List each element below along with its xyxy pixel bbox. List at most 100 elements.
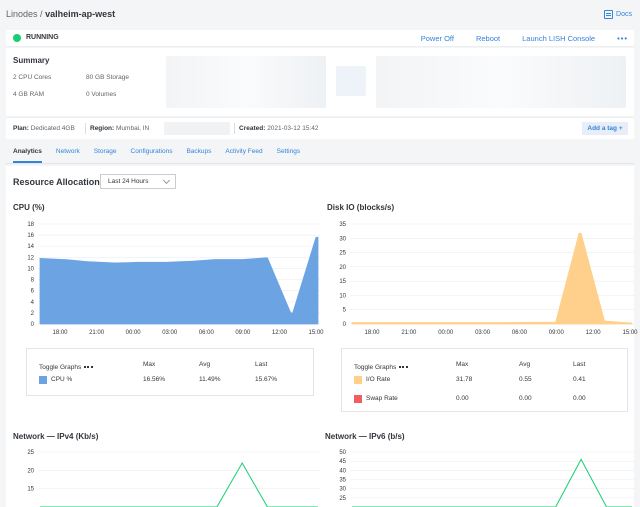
tab-storage[interactable]: Storage bbox=[93, 148, 117, 155]
last-header: Last bbox=[573, 361, 586, 368]
x-tick-label: 18:00 bbox=[52, 330, 68, 336]
io-rate-max: 31.78 bbox=[456, 376, 473, 383]
io-rate-last: 0.41 bbox=[573, 376, 586, 383]
meta-bar: Plan: Dedicated 4GB Region: Mumbai, IN C… bbox=[6, 117, 634, 139]
y-tick-label: 6 bbox=[31, 289, 35, 295]
y-tick-label: 2 bbox=[31, 311, 35, 317]
series-area bbox=[39, 236, 319, 325]
power-off-button[interactable]: Power Off bbox=[420, 34, 454, 43]
action-bar: Power Off Reboot Launch LISH Console ••• bbox=[421, 34, 628, 43]
add-tag-label: Add a tag bbox=[587, 125, 617, 132]
time-range-select[interactable]: Last 24 Hours bbox=[100, 174, 176, 189]
y-tick-label: 10 bbox=[27, 266, 34, 272]
y-tick-label: 15 bbox=[27, 487, 34, 493]
ipv6-chart-title: Network — IPv6 (b/s) bbox=[325, 432, 405, 441]
y-tick-label: 35 bbox=[339, 478, 346, 484]
y-tick-label: 16 bbox=[27, 233, 34, 239]
reboot-button[interactable]: Reboot bbox=[475, 34, 501, 43]
tab-settings[interactable]: Settings bbox=[276, 148, 301, 155]
swap-rate-label: Swap Rate bbox=[366, 395, 398, 402]
y-tick-label: 18 bbox=[27, 222, 34, 228]
cpu-chart: 0 2 4 6 8 10 12 14 16 18 18:00 21:00 00:00 03:00 06:00… bbox=[27, 222, 324, 336]
series-line bbox=[40, 461, 318, 507]
y-tick-label: 35 bbox=[339, 222, 346, 228]
toggle-graphs-icon bbox=[84, 363, 94, 368]
tab-analytics[interactable]: Analytics bbox=[13, 143, 42, 163]
toggle-graphs-label: Toggle Graphs bbox=[39, 364, 82, 371]
launch-lish-button[interactable]: Launch LISH Console bbox=[522, 34, 596, 43]
summary-panel: Summary 2 CPU Cores 80 GB Storage 4 GB R… bbox=[6, 48, 634, 116]
created-value: 2021-03-12 15:42 bbox=[267, 125, 319, 132]
redacted-block bbox=[336, 66, 366, 96]
ipv4-chart: 15 20 25 bbox=[27, 450, 320, 507]
x-tick-label: 18:00 bbox=[364, 330, 380, 336]
x-tick-label: 15:00 bbox=[308, 330, 324, 336]
created-label: Created: bbox=[239, 125, 266, 132]
redacted-access-block bbox=[376, 56, 626, 108]
swap-rate-max: 0.00 bbox=[456, 395, 469, 402]
time-range-value: Last 24 Hours bbox=[108, 178, 149, 185]
toggle-graphs-icon bbox=[399, 363, 409, 368]
disk-legend: Toggle Graphs Max Avg Last I/O Rate 31.7… bbox=[341, 348, 628, 412]
y-tick-label: 0 bbox=[31, 322, 35, 328]
toggle-graphs-button[interactable]: Toggle Graphs bbox=[354, 363, 409, 371]
breadcrumb-separator: / bbox=[40, 9, 43, 19]
resource-allocation-title: Resource Allocation bbox=[13, 177, 100, 187]
plan-info: Plan: Dedicated 4GB bbox=[13, 125, 75, 132]
x-tick-label: 03:00 bbox=[475, 330, 491, 336]
x-tick-label: 12:00 bbox=[586, 330, 602, 336]
cpu-max: 16.56% bbox=[143, 376, 166, 383]
series-line bbox=[352, 458, 632, 507]
add-tag-button[interactable]: Add a tag + bbox=[582, 122, 628, 135]
x-tick-label: 21:00 bbox=[89, 330, 105, 336]
swap-rate-last: 0.00 bbox=[573, 395, 586, 402]
y-tick-label: 45 bbox=[339, 459, 346, 465]
disk-chart-title: Disk IO (blocks/s) bbox=[327, 203, 395, 212]
toggle-graphs-label: Toggle Graphs bbox=[354, 364, 397, 371]
cpu-swatch[interactable] bbox=[39, 376, 47, 384]
toggle-graphs-button[interactable]: Toggle Graphs bbox=[39, 363, 94, 371]
ipv6-chart: 25 30 35 40 45 50 bbox=[339, 450, 634, 507]
spec-ram: 4 GB RAM bbox=[13, 91, 45, 98]
cpu-legend: Toggle Graphs Max Avg Last CPU % 16.56% … bbox=[26, 348, 314, 396]
y-tick-label: 30 bbox=[339, 487, 346, 493]
cpu-last: 15.67% bbox=[255, 376, 278, 383]
status-bar: RUNNING Power Off Reboot Launch LISH Con… bbox=[6, 30, 634, 47]
region-label: Region: bbox=[90, 125, 115, 132]
y-tick-label: 25 bbox=[339, 496, 346, 502]
ipv4-chart-title: Network — IPv4 (Kb/s) bbox=[13, 432, 99, 441]
tab-configurations[interactable]: Configurations bbox=[130, 148, 173, 155]
io-rate-swatch[interactable] bbox=[354, 376, 362, 384]
docs-link[interactable]: Docs bbox=[604, 10, 632, 19]
divider bbox=[85, 123, 86, 134]
tab-backups[interactable]: Backups bbox=[186, 148, 212, 155]
series-area bbox=[351, 232, 633, 325]
breadcrumb-current: valheim-ap-west bbox=[45, 9, 116, 19]
tab-network[interactable]: Network bbox=[55, 148, 80, 155]
avg-header: Avg bbox=[199, 361, 211, 368]
docs-icon bbox=[604, 10, 614, 19]
x-tick-label: 00:00 bbox=[438, 330, 454, 336]
plan-label: Plan: bbox=[13, 125, 29, 132]
tab-divider bbox=[6, 163, 634, 164]
swap-rate-swatch[interactable] bbox=[354, 395, 362, 403]
plus-icon: + bbox=[618, 125, 623, 132]
y-tick-label: 8 bbox=[31, 278, 35, 284]
y-tick-label: 14 bbox=[27, 244, 34, 250]
y-tick-label: 25 bbox=[27, 450, 34, 456]
x-tick-label: 03:00 bbox=[162, 330, 178, 336]
chevron-down-icon bbox=[162, 176, 171, 185]
x-tick-label: 06:00 bbox=[199, 330, 215, 336]
x-tick-label: 09:00 bbox=[549, 330, 565, 336]
y-tick-label: 25 bbox=[339, 251, 346, 257]
breadcrumb-parent-link[interactable]: Linodes bbox=[6, 9, 38, 19]
avg-header: Avg bbox=[519, 361, 531, 368]
y-tick-label: 50 bbox=[339, 450, 346, 456]
more-actions-icon[interactable]: ••• bbox=[617, 34, 628, 43]
plan-value: Dedicated 4GB bbox=[30, 125, 75, 132]
tab-activity-feed[interactable]: Activity Feed bbox=[225, 148, 263, 155]
disk-chart: 0 5 10 15 20 25 30 35 18:00 21:00 00:00 03:00 06:00 0… bbox=[339, 222, 638, 336]
last-header: Last bbox=[255, 361, 268, 368]
status-label: RUNNING bbox=[26, 34, 59, 41]
docs-label: Docs bbox=[616, 11, 632, 18]
